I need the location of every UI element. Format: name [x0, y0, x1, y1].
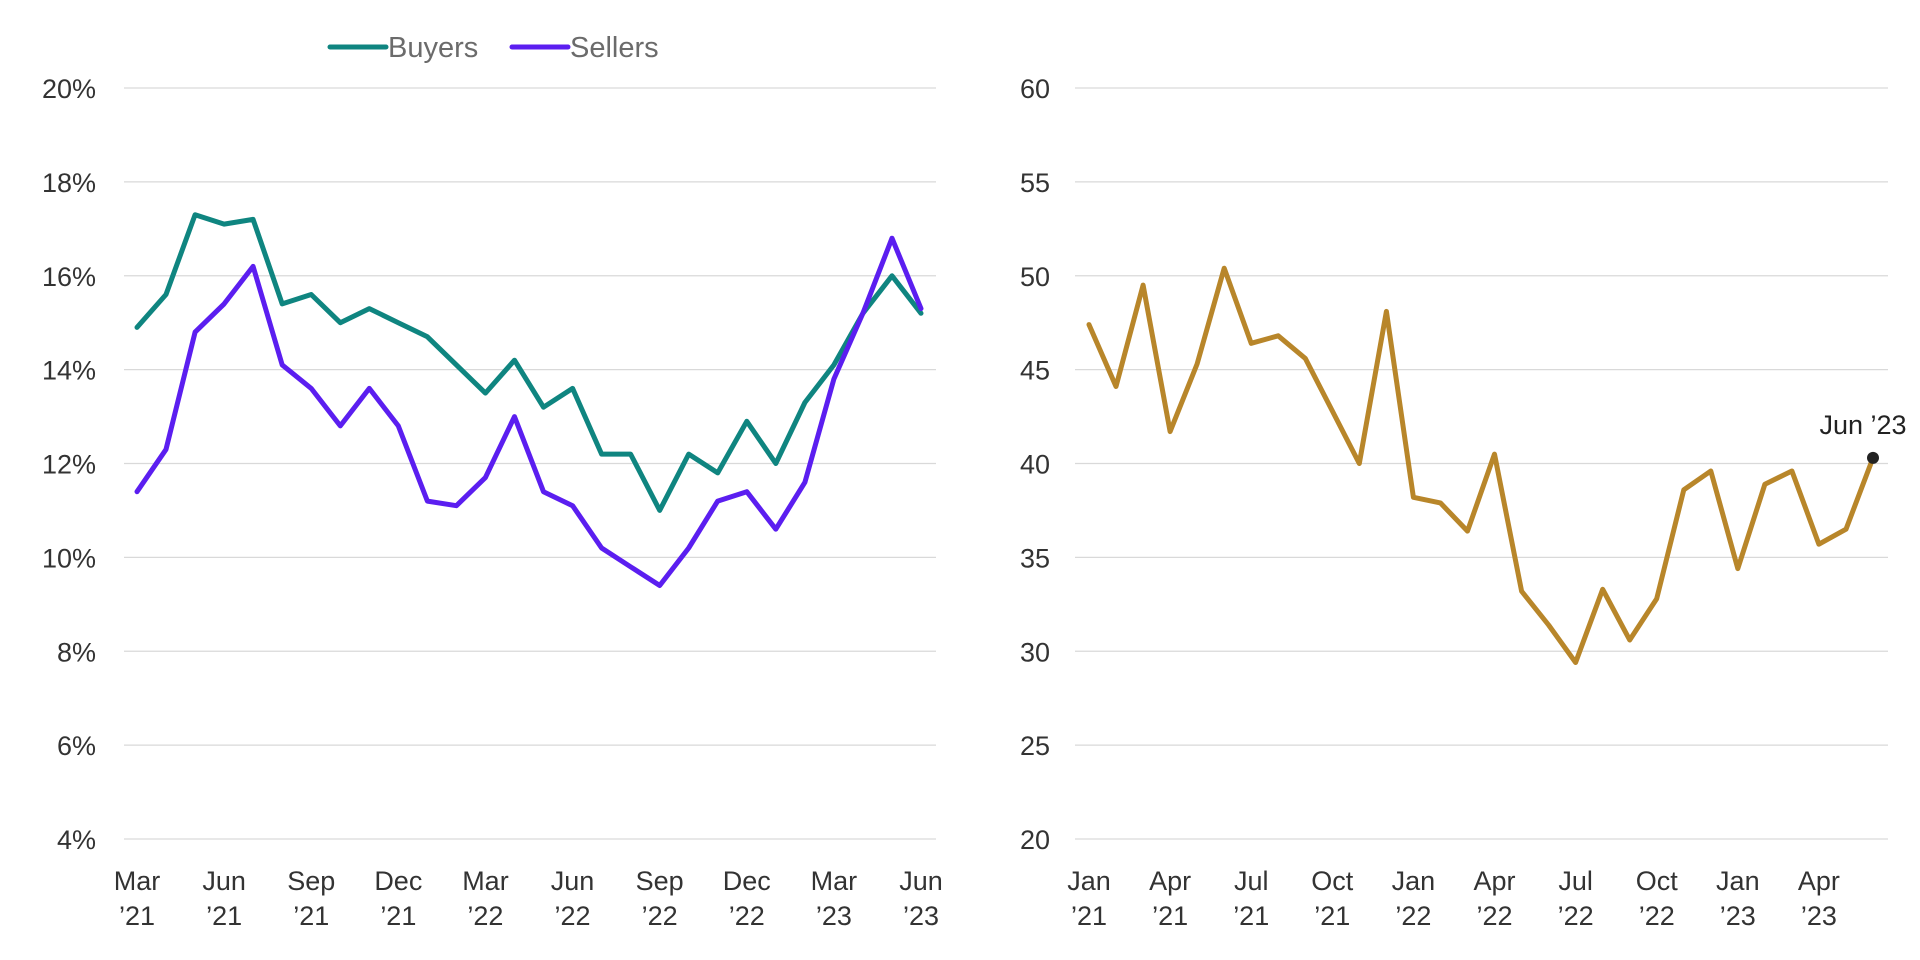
x-tick-year: ’21	[1152, 901, 1188, 931]
x-tick-year: ’22	[1477, 901, 1513, 931]
x-tick-label: Dec ’22	[723, 866, 771, 931]
y-tick-label: 20%	[42, 74, 96, 104]
x-tick-year: ’22	[555, 901, 591, 931]
x-tick-year: ’21	[1314, 901, 1350, 931]
x-tick-label: Jan ’21	[1067, 866, 1111, 931]
left-y-axis-ticks: 4% 6% 8% 10% 12% 14% 16% 18% 20%	[42, 74, 96, 855]
x-tick-month: Apr	[1474, 866, 1516, 896]
legend-label: Buyers	[388, 32, 478, 64]
x-tick-label: Jul ’21	[1233, 866, 1269, 931]
x-tick-label: Jul ’22	[1558, 866, 1594, 931]
y-tick-label: 40	[1020, 450, 1050, 480]
y-tick-label: 18%	[42, 168, 96, 198]
x-tick-label: Dec ’21	[374, 866, 422, 931]
annotation-marker	[1867, 451, 1879, 464]
annotation-label: Jun ’23	[1819, 410, 1906, 440]
x-tick-label: Oct ’22	[1636, 866, 1679, 931]
x-tick-month: Jan	[1392, 866, 1436, 896]
x-tick-year: ’21	[293, 901, 329, 931]
x-tick-month: Dec	[374, 866, 422, 896]
right-series-lines	[1086, 265, 1876, 665]
x-tick-month: Mar	[114, 866, 161, 896]
x-tick-month: Jan	[1067, 866, 1111, 896]
x-tick-year: ’21	[380, 901, 416, 931]
x-tick-year: ’22	[1395, 901, 1431, 931]
buyers-series-line	[134, 212, 924, 513]
y-tick-label: 50	[1020, 262, 1050, 292]
x-tick-month: Jun	[551, 866, 595, 896]
x-tick-label: Apr ’23	[1798, 866, 1840, 931]
y-tick-label: 45	[1020, 356, 1050, 386]
x-tick-year: ’22	[467, 901, 503, 931]
legend-label: Sellers	[570, 32, 659, 64]
y-tick-label: 20	[1020, 825, 1050, 855]
x-tick-year: ’21	[1071, 901, 1107, 931]
x-tick-label: Mar ’23	[811, 866, 858, 931]
x-tick-month: Apr	[1798, 866, 1840, 896]
x-tick-label: Jun ’23	[899, 866, 943, 931]
x-tick-label: Sep ’22	[636, 866, 684, 931]
x-tick-month: Jun	[202, 866, 246, 896]
x-tick-month: Dec	[723, 866, 771, 896]
x-tick-year: ’23	[1720, 901, 1756, 931]
left-x-axis-ticks: Mar ’21 Jun ’21 Sep ’21 Dec ’21 Mar ’22 Jun ’22 Sep ’…	[114, 866, 943, 931]
sellers-series-line	[134, 235, 924, 588]
x-tick-month: Jul	[1234, 866, 1269, 896]
x-tick-year: ’21	[1233, 901, 1269, 931]
x-tick-label: Jun ’22	[551, 866, 595, 931]
x-tick-month: Oct	[1311, 866, 1354, 896]
x-tick-year: ’23	[903, 901, 939, 931]
x-tick-year: ’22	[1639, 901, 1675, 931]
y-tick-label: 16%	[42, 262, 96, 292]
x-tick-label: Apr ’21	[1149, 866, 1191, 931]
x-tick-month: Sep	[636, 866, 684, 896]
y-tick-label: 35	[1020, 543, 1050, 573]
x-tick-year: ’22	[1558, 901, 1594, 931]
y-tick-label: 12%	[42, 450, 96, 480]
right-y-axis-ticks: 20 25 30 35 40 45 50 55 60	[1020, 74, 1050, 855]
x-tick-year: ’23	[1801, 901, 1837, 931]
legend: Buyers Sellers	[327, 32, 659, 64]
x-tick-year: ’22	[642, 901, 678, 931]
series-line	[1086, 265, 1876, 665]
x-tick-month: Jun	[899, 866, 943, 896]
x-tick-month: Jul	[1558, 866, 1593, 896]
x-tick-label: Sep ’21	[287, 866, 335, 931]
legend-item-sellers: Sellers	[509, 32, 659, 64]
x-tick-label: Jan ’23	[1716, 866, 1760, 931]
x-tick-year: ’23	[816, 901, 852, 931]
x-tick-label: Mar ’22	[462, 866, 509, 931]
y-tick-label: 55	[1020, 168, 1050, 198]
y-tick-label: 30	[1020, 637, 1050, 667]
x-tick-month: Jan	[1716, 866, 1760, 896]
x-tick-label: Apr ’22	[1474, 866, 1516, 931]
right-annotations: Jun ’23	[1819, 410, 1907, 464]
x-tick-month: Sep	[287, 866, 335, 896]
x-tick-year: ’22	[729, 901, 765, 931]
y-tick-label: 10%	[42, 543, 96, 573]
y-tick-label: 25	[1020, 731, 1050, 761]
x-tick-month: Oct	[1636, 866, 1679, 896]
x-tick-label: Jun ’21	[202, 866, 246, 931]
x-tick-month: Apr	[1149, 866, 1191, 896]
x-tick-month: Mar	[811, 866, 858, 896]
x-tick-month: Mar	[462, 866, 509, 896]
right-gridlines	[1075, 87, 1888, 840]
y-tick-label: 14%	[42, 356, 96, 386]
y-tick-label: 8%	[57, 637, 96, 667]
x-tick-year: ’21	[119, 901, 155, 931]
x-tick-label: Jan ’22	[1392, 866, 1436, 931]
legend-item-buyers: Buyers	[327, 32, 478, 64]
y-tick-label: 6%	[57, 731, 96, 761]
x-tick-year: ’21	[206, 901, 242, 931]
x-tick-label: Oct ’21	[1311, 866, 1354, 931]
x-tick-label: Mar ’21	[114, 866, 161, 931]
y-tick-label: 4%	[57, 825, 96, 855]
y-tick-label: 60	[1020, 74, 1050, 104]
left-series-lines	[134, 212, 924, 588]
right-x-axis-ticks: Jan ’21 Apr ’21 Jul ’21 Oct ’21 Jan ’22 Apr ’22 Jul ’…	[1067, 866, 1840, 931]
